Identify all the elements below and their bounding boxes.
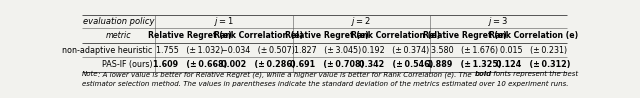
Text: $j=3$: $j=3$ — [488, 15, 509, 28]
Text: 1.609   (± 0.668): 1.609 (± 0.668) — [152, 60, 227, 69]
Text: : A lower value is better for Relative Regret (e), while a higher value is bette: : A lower value is better for Relative R… — [99, 71, 474, 78]
Text: 0.124   (± 0.312): 0.124 (± 0.312) — [496, 60, 570, 69]
Text: 0.192   (± 0.374): 0.192 (± 0.374) — [362, 46, 429, 55]
Text: Relative Regret (e): Relative Regret (e) — [285, 31, 369, 40]
Text: −0.034   (± 0.507): −0.034 (± 0.507) — [221, 46, 296, 55]
Text: Note: Note — [82, 71, 99, 77]
Text: bold: bold — [474, 71, 492, 77]
Text: evaluation policy: evaluation policy — [83, 17, 154, 26]
Text: 0.002   (± 0.286): 0.002 (± 0.286) — [221, 60, 296, 69]
Text: 0.015   (± 0.231): 0.015 (± 0.231) — [500, 46, 567, 55]
Text: 1.755   (± 1.032): 1.755 (± 1.032) — [156, 46, 223, 55]
Text: Relative Regret (e): Relative Regret (e) — [422, 31, 506, 40]
Text: estimator selection method. The values in parentheses indicate the standard devi: estimator selection method. The values i… — [82, 81, 568, 87]
Text: $j=1$: $j=1$ — [214, 15, 234, 28]
Text: 0.691   (± 0.708): 0.691 (± 0.708) — [290, 60, 364, 69]
Text: 0.342   (± 0.546): 0.342 (± 0.546) — [358, 60, 433, 69]
Text: metric: metric — [106, 31, 131, 40]
Text: Relative Regret (e): Relative Regret (e) — [148, 31, 232, 40]
Text: Rank Correlation (e): Rank Correlation (e) — [214, 31, 303, 40]
Text: 3.580   (± 1.676): 3.580 (± 1.676) — [431, 46, 498, 55]
Text: 1.889   (± 1.325): 1.889 (± 1.325) — [428, 60, 502, 69]
Text: Rank Correlation (e): Rank Correlation (e) — [489, 31, 578, 40]
Text: 1.827   (± 3.045): 1.827 (± 3.045) — [294, 46, 361, 55]
Text: fonts represent the best: fonts represent the best — [492, 71, 579, 77]
Text: non-adaptive heuristic: non-adaptive heuristic — [62, 46, 152, 55]
Text: Rank Correlation (e): Rank Correlation (e) — [351, 31, 440, 40]
Text: $j=2$: $j=2$ — [351, 15, 371, 28]
Text: PAS-IF (ours): PAS-IF (ours) — [102, 60, 152, 69]
